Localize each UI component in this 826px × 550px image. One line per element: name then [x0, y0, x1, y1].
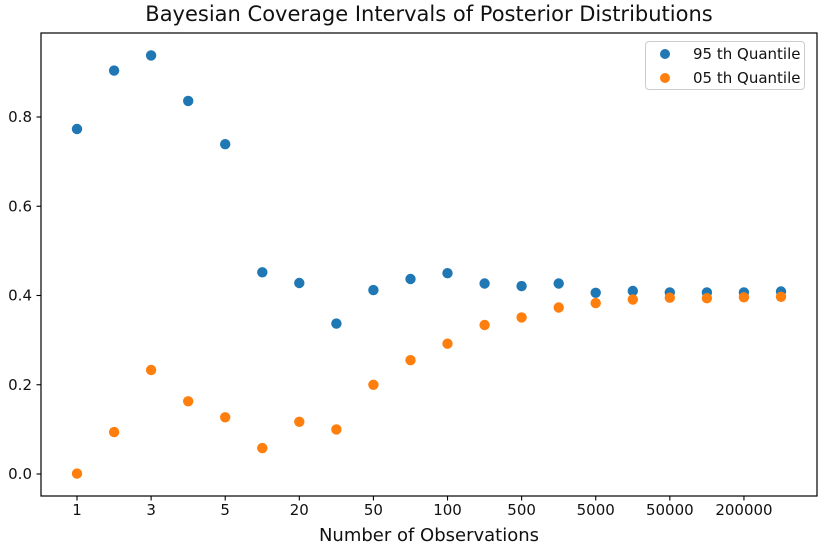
data-point-95th — [405, 273, 416, 285]
x-tick-label: 5 — [220, 501, 230, 519]
x-tick-label: 50000 — [646, 501, 694, 519]
data-point-95th — [479, 278, 490, 289]
data-point-95th — [71, 123, 83, 135]
x-tick-label: 200000 — [715, 501, 772, 519]
data-point-95th — [257, 267, 268, 278]
data-point-05th — [294, 416, 305, 427]
data-point-95th — [627, 285, 638, 297]
data-point-05th — [738, 292, 750, 303]
data-point-05th — [368, 379, 379, 390]
y-tick-label: 0.8 — [8, 108, 32, 126]
data-point-05th — [405, 355, 416, 366]
legend-label: 05 th Quantile — [693, 68, 801, 87]
data-point-95th — [590, 287, 601, 298]
data-point-95th — [368, 284, 379, 296]
data-point-95th — [183, 95, 194, 107]
x-tick-label: 1 — [72, 501, 82, 519]
data-point-95th — [331, 318, 342, 329]
chart-title: Bayesian Coverage Intervals of Posterior… — [145, 2, 713, 26]
data-point-95th — [516, 280, 527, 292]
data-point-05th — [183, 396, 194, 407]
data-point-05th — [145, 364, 157, 376]
y-tick-label: 0.2 — [8, 376, 32, 394]
data-point-05th — [257, 442, 268, 454]
x-tick-label: 20 — [290, 501, 309, 519]
axes-spines — [40, 32, 818, 497]
legend-label: 95 th Quantile — [693, 44, 801, 63]
legend: 95 th Quantile 05 th Quantile — [645, 41, 805, 90]
data-point-05th — [331, 424, 342, 435]
data-point-05th — [627, 294, 638, 305]
x-tick-label: 500 — [507, 501, 536, 519]
y-tick-label: 0.6 — [8, 197, 32, 215]
y-tick-label: 0.4 — [8, 287, 32, 305]
legend-marker-95th-icon — [660, 48, 670, 59]
data-point-05th — [775, 291, 787, 302]
x-tick-label: 50 — [364, 501, 383, 519]
x-tick-label: 3 — [146, 501, 156, 519]
data-point-95th — [553, 278, 564, 289]
data-point-95th — [108, 65, 120, 76]
x-axis-label: Number of Observations — [318, 525, 540, 546]
data-point-05th — [71, 468, 83, 479]
data-point-95th — [145, 50, 157, 61]
y-tick-label: 0.0 — [8, 465, 32, 483]
data-point-05th — [664, 292, 675, 303]
data-point-05th — [590, 297, 601, 309]
data-point-05th — [220, 412, 231, 423]
x-tick-label: 5000 — [577, 501, 615, 519]
data-point-05th — [442, 338, 453, 349]
legend-item-05th-quantile: 05 th Quantile — [646, 68, 804, 88]
data-point-95th — [220, 139, 231, 150]
data-point-05th — [553, 302, 564, 313]
data-point-05th — [108, 426, 120, 438]
data-point-95th — [442, 268, 453, 279]
data-point-95th — [294, 277, 305, 289]
data-point-05th — [701, 293, 713, 304]
data-point-05th — [516, 312, 527, 323]
legend-marker-05th-icon — [660, 72, 670, 83]
data-point-05th — [479, 319, 490, 331]
legend-item-95th-quantile: 95 th Quantile — [646, 44, 804, 64]
x-tick-label: 100 — [433, 501, 462, 519]
